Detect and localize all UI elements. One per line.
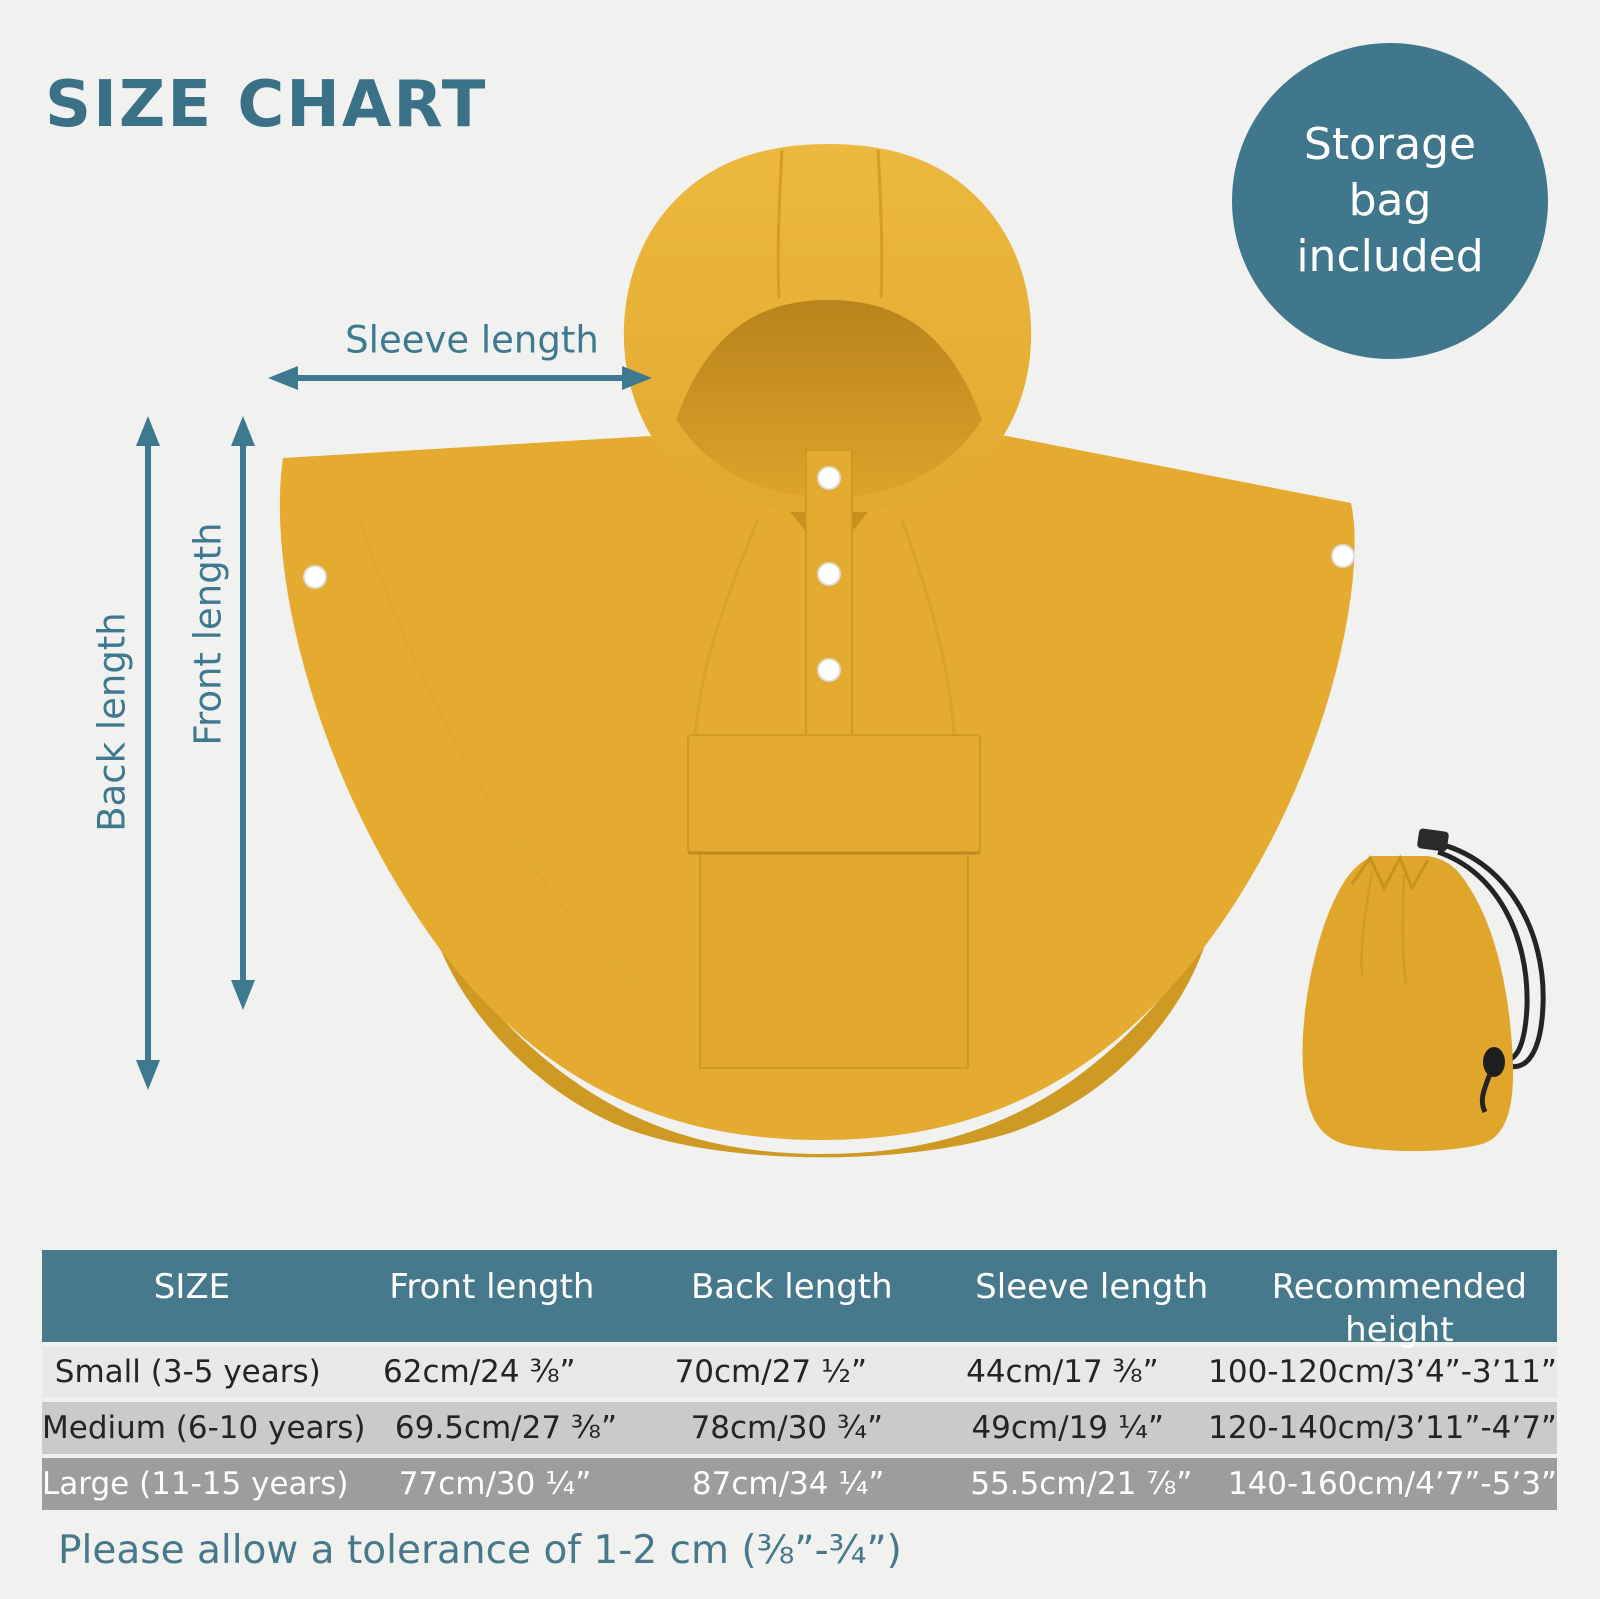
back-length-label: Back length bbox=[90, 612, 134, 832]
bag-gather-pleats bbox=[1350, 854, 1430, 892]
cell-back: 87cm/34 ¼” bbox=[691, 1466, 885, 1502]
placket bbox=[805, 449, 853, 779]
pocket-flap bbox=[687, 734, 981, 854]
pocket-body bbox=[699, 849, 969, 1069]
cell-height: 120-140cm/3’11”-4’7” bbox=[1208, 1410, 1557, 1446]
snap-button-middle bbox=[817, 562, 841, 586]
snap-button-bottom bbox=[817, 658, 841, 682]
side-snap-left bbox=[303, 565, 327, 589]
fold-line-left bbox=[693, 519, 760, 736]
cell-sleeve: 44cm/17 ⅜” bbox=[966, 1354, 1159, 1390]
page-title: SIZE CHART bbox=[45, 68, 488, 142]
cell-back: 78cm/30 ¾” bbox=[690, 1410, 884, 1446]
bag-fold-1 bbox=[1360, 871, 1374, 976]
front-length-arrow bbox=[231, 416, 255, 1010]
col-header-recommended-height: Recommended height bbox=[1271, 1267, 1527, 1350]
drawstring-cord-2 bbox=[1437, 849, 1530, 1063]
cord-tail bbox=[1479, 1073, 1493, 1114]
cell-back: 70cm/27 ½” bbox=[674, 1354, 868, 1390]
storage-bag-badge: Storage bag included bbox=[1232, 43, 1548, 359]
side-snap-right bbox=[1331, 544, 1355, 568]
size-table: SIZE Front length Back length Sleeve len… bbox=[42, 1250, 1557, 1510]
hood-interior bbox=[676, 300, 982, 497]
fold-line-right bbox=[900, 519, 956, 736]
tolerance-note: Please allow a tolerance of 1-2 cm (⅜”-¾… bbox=[58, 1528, 902, 1573]
drawstring-cord bbox=[1431, 839, 1546, 1069]
col-header-back-length: Back length bbox=[690, 1267, 893, 1307]
table-row-large: Large (11-15 years) 77cm/30 ¼” 87cm/34 ¼… bbox=[42, 1458, 1557, 1510]
cell-front: 77cm/30 ¼” bbox=[398, 1466, 592, 1502]
cord-lock bbox=[1483, 1047, 1505, 1077]
storage-bag-body bbox=[1302, 856, 1514, 1152]
col-header-size: SIZE bbox=[153, 1267, 231, 1307]
cell-size: Large (11-15 years) bbox=[42, 1466, 349, 1502]
sleeve-length-arrow bbox=[268, 366, 652, 390]
cell-sleeve: 49cm/19 ¼” bbox=[971, 1410, 1164, 1446]
bag-fold-2 bbox=[1401, 873, 1408, 986]
cell-front: 62cm/24 ⅜” bbox=[383, 1354, 576, 1390]
col-header-sleeve-length: Sleeve length bbox=[975, 1267, 1209, 1307]
fold-line-side bbox=[358, 519, 642, 992]
cell-height: 140-160cm/4’7”-5’3” bbox=[1227, 1466, 1557, 1502]
hood-seam-right bbox=[876, 149, 884, 299]
snap-button-top bbox=[817, 466, 841, 490]
storage-bag-badge-label: Storage bag included bbox=[1296, 118, 1484, 283]
table-row-small: Small (3-5 years) 62cm/24 ⅜” 70cm/27 ½” … bbox=[42, 1346, 1557, 1398]
sleeve-length-label: Sleeve length bbox=[345, 318, 599, 362]
storage-bag-illustration bbox=[1302, 828, 1546, 1152]
cell-height: 100-120cm/3’4”-3’11” bbox=[1208, 1354, 1557, 1390]
hood-seam-left bbox=[776, 149, 784, 299]
size-table-header: SIZE Front length Back length Sleeve len… bbox=[42, 1250, 1557, 1350]
cell-front: 69.5cm/27 ⅜” bbox=[394, 1410, 618, 1446]
col-header-front-length: Front length bbox=[389, 1267, 595, 1307]
cell-sleeve: 55.5cm/21 ⅞” bbox=[970, 1466, 1193, 1502]
table-row-medium: Medium (6-10 years) 69.5cm/27 ⅜” 78cm/30… bbox=[42, 1402, 1557, 1454]
cell-size: Medium (6-10 years) bbox=[42, 1410, 366, 1446]
back-length-arrow bbox=[136, 416, 160, 1090]
cord-toggle bbox=[1417, 828, 1449, 852]
cell-size: Small (3-5 years) bbox=[54, 1354, 321, 1390]
poncho-diagram bbox=[136, 144, 1546, 1158]
front-length-label: Front length bbox=[186, 522, 230, 746]
